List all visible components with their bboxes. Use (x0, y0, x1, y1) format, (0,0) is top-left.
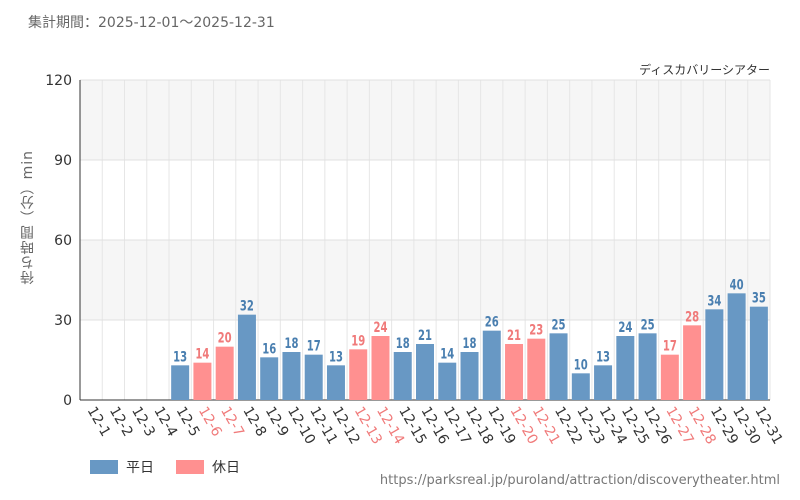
bar-12-26 (638, 333, 657, 400)
data-label-12-31: 35 (752, 291, 766, 307)
bar-12-19 (482, 330, 501, 400)
bar-12-31 (749, 306, 768, 400)
legend-item-holiday: 休日 (176, 457, 240, 477)
data-label-12-29: 34 (707, 293, 721, 309)
bar-12-23 (571, 373, 590, 400)
data-label-12-28: 28 (685, 309, 699, 325)
data-label-12-7: 20 (218, 331, 232, 347)
y-tick-label: 90 (54, 153, 72, 169)
data-label-12-9: 16 (262, 341, 276, 357)
data-label-12-30: 40 (730, 277, 744, 293)
legend-swatch-weekday (90, 460, 118, 474)
legend-swatch-holiday (176, 460, 204, 474)
source-url: https://parksreal.jp/puroland/attraction… (379, 473, 780, 488)
legend: 平日 休日 (90, 457, 262, 477)
bar-12-17 (438, 362, 457, 400)
y-tick-label: 60 (54, 233, 72, 249)
bar-12-22 (549, 333, 568, 400)
data-label-12-18: 18 (463, 336, 477, 352)
data-label-12-6: 14 (195, 347, 209, 363)
data-label-12-5: 13 (173, 349, 187, 365)
plot-band (80, 240, 770, 320)
bar-12-13 (349, 349, 368, 400)
bar-12-28 (683, 325, 702, 400)
data-label-12-23: 10 (574, 357, 588, 373)
data-label-12-15: 18 (396, 336, 410, 352)
bar-12-16 (416, 344, 434, 400)
bar-12-25 (616, 336, 635, 400)
bar-12-29 (705, 309, 724, 400)
bar-12-27 (660, 354, 679, 400)
data-label-12-24: 13 (596, 349, 610, 365)
data-label-12-20: 21 (507, 328, 521, 344)
legend-item-weekday: 平日 (90, 457, 154, 477)
bar-12-24 (594, 365, 613, 400)
data-label-12-25: 24 (618, 320, 632, 336)
data-label-12-21: 23 (529, 323, 543, 339)
bar-12-18 (460, 352, 479, 400)
y-tick-label: 0 (63, 393, 72, 409)
data-label-12-14: 24 (373, 320, 387, 336)
data-label-12-13: 19 (351, 333, 365, 349)
legend-label-weekday: 平日 (126, 460, 154, 476)
bar-12-21 (527, 338, 546, 400)
data-label-12-27: 17 (663, 339, 677, 355)
bar-12-11 (304, 354, 323, 400)
bar-12-30 (727, 293, 746, 400)
bar-12-9 (260, 357, 279, 400)
data-label-12-8: 32 (240, 299, 254, 315)
legend-label-holiday: 休日 (212, 460, 240, 476)
y-tick-label: 120 (45, 73, 72, 89)
bar-12-8 (237, 314, 256, 400)
chart-title: ディスカバリーシアター (639, 63, 770, 77)
data-label-12-10: 18 (284, 336, 298, 352)
bar-12-20 (505, 344, 524, 400)
bar-12-14 (371, 336, 390, 400)
bar-12-7 (215, 346, 234, 400)
data-label-12-12: 13 (329, 349, 343, 365)
bar-12-5 (171, 365, 190, 400)
plot-band (80, 80, 770, 160)
bar-12-12 (326, 365, 345, 400)
plot-band (80, 160, 770, 240)
data-label-12-17: 14 (440, 347, 454, 363)
data-label-12-19: 26 (485, 315, 499, 331)
data-label-12-26: 25 (641, 317, 655, 333)
data-label-12-11: 17 (307, 339, 321, 355)
bar-12-10 (282, 352, 301, 400)
bar-12-6 (193, 362, 212, 400)
data-label-12-16: 21 (418, 328, 432, 344)
y-tick-label: 30 (54, 313, 72, 329)
data-label-12-22: 25 (552, 317, 566, 333)
bar-12-15 (393, 352, 412, 400)
period-text: 集計期間：2025-12-01～2025-12-31 (28, 15, 275, 31)
